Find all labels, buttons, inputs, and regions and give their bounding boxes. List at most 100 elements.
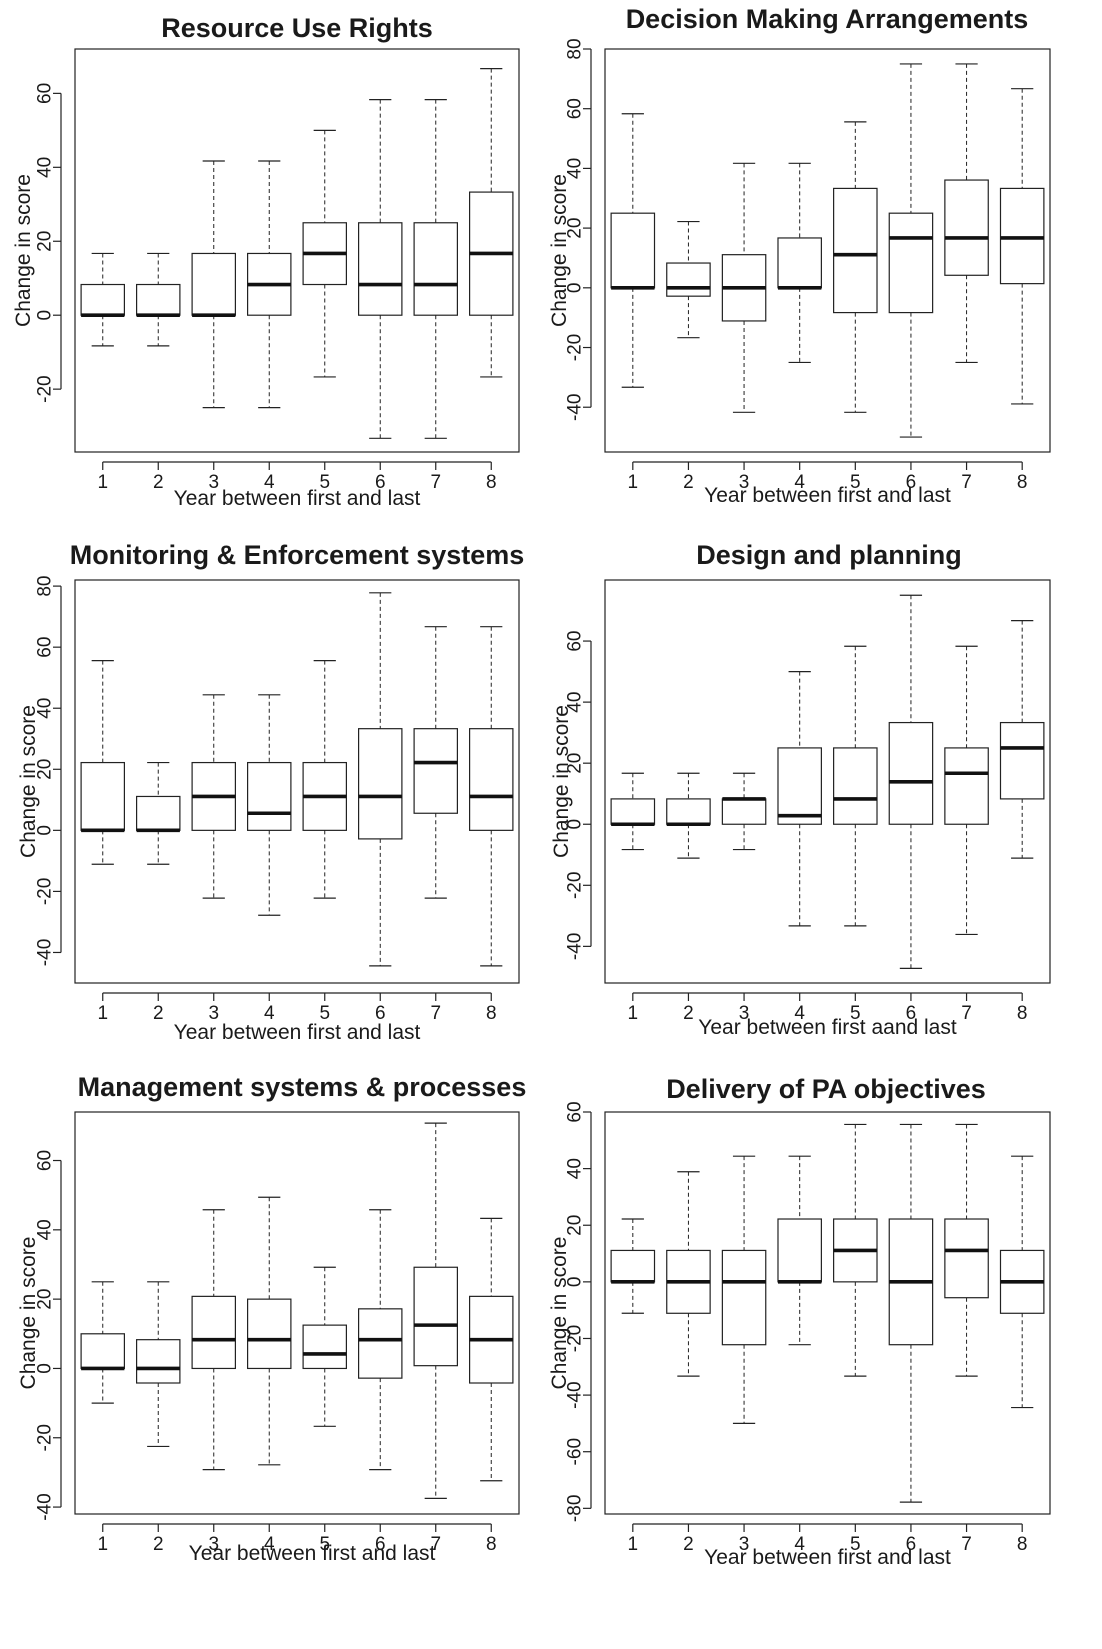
iqr-box — [302, 1324, 347, 1370]
iqr-box — [136, 795, 181, 831]
x-tick-label: 1 — [628, 472, 639, 493]
box-2 — [136, 761, 181, 865]
iqr-box — [833, 747, 878, 825]
plot-frame — [604, 48, 1051, 453]
x-tick-label: 5 — [850, 1003, 861, 1024]
x-tick-label: 8 — [486, 1534, 497, 1555]
iqr-box — [413, 1266, 458, 1367]
y-axis-label: Change in score — [12, 174, 35, 327]
x-tick-label: 3 — [739, 1003, 750, 1024]
y-tick-label: 20 — [565, 218, 586, 239]
box-5 — [302, 659, 347, 899]
box-3 — [191, 160, 236, 409]
box-6 — [888, 1123, 934, 1503]
x-tick-label: 6 — [906, 1534, 917, 1555]
x-tick-label: 6 — [906, 472, 917, 493]
box-2 — [136, 252, 181, 347]
iqr-box — [358, 222, 403, 316]
y-tick-label: 0 — [35, 310, 56, 321]
box-5 — [833, 1123, 878, 1377]
box-1 — [80, 659, 125, 865]
box-5 — [833, 121, 878, 413]
x-tick-label: 4 — [264, 1534, 275, 1555]
plot-frame — [74, 48, 520, 453]
box-2 — [666, 1171, 711, 1377]
y-tick-label: 60 — [35, 637, 56, 658]
box-7 — [413, 1122, 458, 1500]
x-tick-label: 4 — [264, 472, 275, 493]
chart-panel-3: Monitoring & Enforcement systems Year bet… — [17, 540, 524, 1044]
box-7 — [944, 63, 989, 364]
box-8 — [469, 67, 514, 378]
box-3 — [721, 772, 767, 851]
box-5 — [833, 645, 878, 927]
x-tick-label: 8 — [1017, 472, 1028, 493]
box-1 — [80, 252, 125, 347]
x-tick-label: 5 — [319, 1003, 330, 1024]
x-tick-label: 2 — [153, 1003, 164, 1024]
box-3 — [721, 162, 767, 413]
chart-title: Resource Use Rights — [161, 13, 433, 43]
x-tick-label: 3 — [739, 1534, 750, 1555]
x-tick-label: 7 — [961, 472, 972, 493]
x-tick-label: 8 — [1017, 1534, 1028, 1555]
iqr-box — [80, 283, 125, 316]
y-tick-label: 20 — [35, 1289, 56, 1310]
box-4 — [247, 694, 292, 916]
box-7 — [413, 626, 458, 899]
chart-panel-2: Decision Making Arrangements Year between… — [548, 4, 1051, 507]
y-tick-label: -40 — [565, 933, 586, 960]
box-6 — [888, 594, 934, 969]
y-tick-label: 80 — [35, 576, 56, 597]
y-tick-label: 20 — [565, 1215, 586, 1236]
plot-frame — [74, 1111, 520, 1515]
y-axis-label: Change in score — [17, 705, 40, 858]
y-axis-label: Change in score — [550, 705, 573, 858]
y-tick-label: 20 — [35, 759, 56, 780]
iqr-box — [136, 283, 181, 316]
iqr-box — [610, 1249, 656, 1283]
x-tick-label: 2 — [683, 472, 694, 493]
box-2 — [666, 772, 711, 859]
y-tick-label: 40 — [565, 158, 586, 179]
x-tick-label: 8 — [486, 1003, 497, 1024]
x-tick-label: 3 — [739, 472, 750, 493]
y-tick-label: 40 — [35, 698, 56, 719]
x-tick-label: 5 — [319, 472, 330, 493]
box-3 — [191, 694, 236, 899]
box-4 — [247, 1196, 292, 1466]
y-tick-label: 80 — [565, 38, 586, 59]
iqr-box — [833, 187, 878, 314]
y-tick-label: 0 — [565, 283, 586, 294]
iqr-box — [666, 798, 711, 825]
chart-panel-4: Design and planning Year between first aa… — [550, 540, 1051, 1039]
y-tick-label: -40 — [565, 393, 586, 420]
box-7 — [944, 645, 989, 936]
y-tick-label: 60 — [565, 98, 586, 119]
chart-panel-5: Management systems & processes Year betwe… — [17, 1072, 526, 1565]
iqr-box — [610, 798, 656, 825]
box-4 — [777, 162, 822, 364]
y-tick-label: 60 — [35, 83, 56, 104]
x-tick-label: 4 — [794, 1003, 805, 1024]
y-tick-label: -20 — [565, 334, 586, 361]
box-3 — [721, 1155, 767, 1425]
y-tick-label: 60 — [565, 630, 586, 651]
iqr-box — [721, 798, 767, 825]
x-tick-label: 7 — [430, 1534, 441, 1555]
iqr-box — [777, 237, 822, 289]
iqr-box — [80, 761, 125, 831]
x-tick-label: 6 — [906, 1003, 917, 1024]
x-tick-label: 2 — [683, 1003, 694, 1024]
y-tick-label: 60 — [565, 1101, 586, 1122]
x-tick-label: 7 — [430, 1003, 441, 1024]
x-tick-label: 4 — [794, 1534, 805, 1555]
box-4 — [247, 160, 292, 409]
y-tick-label: 20 — [565, 753, 586, 774]
y-tick-label: 40 — [565, 1158, 586, 1179]
x-axis-label: Year between first and last — [704, 1546, 951, 1569]
x-axis-label: Year between first and last — [174, 1021, 421, 1044]
plot-frame — [604, 1111, 1051, 1515]
y-tick-label: 0 — [565, 1277, 586, 1288]
y-axis-label: Change in score — [548, 1237, 571, 1390]
